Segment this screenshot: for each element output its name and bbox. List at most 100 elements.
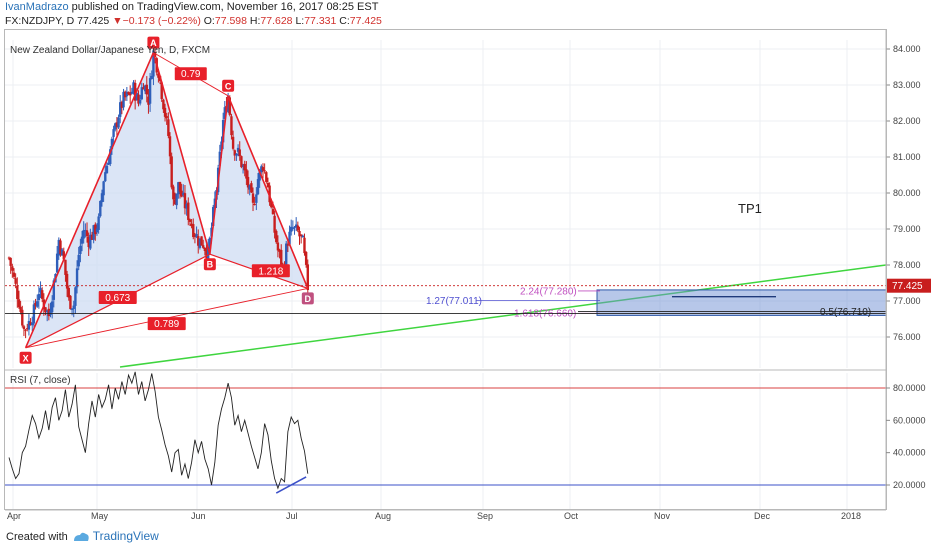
pattern-point-badge bbox=[203, 258, 216, 271]
candle-body bbox=[57, 239, 60, 256]
time-tick-label: Nov bbox=[654, 511, 671, 521]
candle-body bbox=[248, 185, 251, 190]
candle-body bbox=[100, 193, 104, 203]
candle-body bbox=[210, 227, 213, 237]
candle-body bbox=[298, 231, 301, 237]
candle-body bbox=[148, 78, 152, 104]
candle-body bbox=[271, 209, 275, 215]
pattern-point-label: B bbox=[207, 260, 214, 270]
created-with-text: Created with bbox=[6, 531, 68, 543]
candle-body bbox=[276, 242, 280, 251]
candle-body bbox=[34, 302, 37, 306]
candle-body bbox=[270, 200, 273, 208]
low-value: 77.331 bbox=[304, 15, 337, 27]
rsi-title: RSI (7, close) bbox=[10, 375, 71, 386]
candle-body bbox=[39, 288, 42, 293]
candle-body bbox=[99, 201, 102, 217]
price-tick-label: 78.000 bbox=[893, 260, 921, 270]
candle-body bbox=[26, 328, 29, 330]
pattern-point-badge bbox=[301, 292, 314, 305]
candle-body bbox=[135, 93, 139, 101]
candle-body bbox=[266, 182, 270, 188]
candle-body bbox=[162, 99, 165, 110]
candle-body bbox=[82, 229, 85, 239]
candle-body bbox=[306, 264, 309, 291]
candle-body bbox=[75, 268, 79, 288]
candle-body bbox=[263, 170, 266, 172]
candle-body bbox=[243, 163, 246, 171]
rsi-trendline bbox=[275, 476, 307, 494]
candle-body bbox=[200, 236, 203, 246]
candle-body bbox=[77, 254, 80, 267]
green-trendline bbox=[119, 264, 887, 368]
author-link[interactable]: IvanMadrazo bbox=[5, 1, 69, 13]
candle-body bbox=[211, 207, 215, 227]
candle-body bbox=[255, 194, 258, 203]
price-tick-label: 80.000 bbox=[893, 188, 921, 198]
candle-body bbox=[7, 257, 11, 259]
close-value: 77.425 bbox=[349, 15, 382, 27]
candle-body bbox=[188, 219, 192, 222]
candle-body bbox=[59, 240, 62, 255]
pattern-xab-fill bbox=[25, 52, 210, 348]
high-value: 77.628 bbox=[260, 15, 293, 27]
candle-body bbox=[221, 120, 225, 143]
time-tick-label: Oct bbox=[564, 511, 579, 521]
candle-body bbox=[202, 245, 205, 248]
pattern-point-badge bbox=[222, 79, 235, 92]
tradingview-logo-icon bbox=[73, 532, 89, 542]
last-price-tag bbox=[887, 278, 931, 293]
candle-body bbox=[294, 224, 298, 228]
ratio-label: 0.789 bbox=[154, 319, 179, 330]
candle-body bbox=[157, 73, 160, 78]
candle-body bbox=[114, 123, 117, 130]
tradingview-link[interactable]: TradingView bbox=[92, 529, 159, 543]
rsi-tick-label: 80.0000 bbox=[893, 383, 926, 393]
candle-body bbox=[9, 257, 12, 266]
down-arrow-icon: ▼ bbox=[112, 15, 123, 27]
candle-body bbox=[172, 186, 175, 200]
candle-body bbox=[140, 87, 143, 100]
symbol[interactable]: FX:NZDJPY, D bbox=[5, 15, 75, 27]
candle-body bbox=[245, 169, 248, 179]
candle-body bbox=[275, 230, 278, 243]
candle-body bbox=[183, 193, 187, 209]
candle-body bbox=[21, 309, 24, 326]
candle-body bbox=[97, 216, 100, 230]
candle-body bbox=[62, 251, 65, 260]
candle-body bbox=[230, 116, 233, 136]
candle-body bbox=[44, 307, 47, 312]
candle-body bbox=[130, 91, 134, 94]
candle-body bbox=[138, 99, 142, 104]
candle-body bbox=[197, 236, 200, 246]
candle-body bbox=[288, 231, 291, 245]
chart-canvas[interactable]: 2.24(77.280) 1.27(77.011) 1.618(76.660) 0.5… bbox=[0, 0, 932, 525]
candle-body bbox=[19, 306, 22, 312]
candle-body bbox=[22, 326, 26, 330]
pattern-point-label: A bbox=[150, 38, 157, 48]
candle-body bbox=[117, 117, 120, 128]
price-change: −0.173 (−0.22%) bbox=[122, 15, 201, 27]
candle-body bbox=[105, 165, 109, 174]
pattern-leg-bc bbox=[209, 95, 229, 255]
rsi-line bbox=[8, 371, 309, 490]
ratio-label: 1.218 bbox=[258, 266, 283, 277]
publisher-line: IvanMadrazo published on TradingView.com… bbox=[5, 1, 378, 13]
candle-body bbox=[285, 243, 288, 267]
fib-level-label: 0.5(76.710) bbox=[820, 307, 871, 318]
ratio-label: 0.79 bbox=[181, 69, 201, 80]
candle-body bbox=[291, 227, 295, 229]
candle-body bbox=[303, 237, 306, 254]
candle-body bbox=[49, 310, 52, 315]
candle-body bbox=[293, 226, 296, 228]
candle-body bbox=[87, 236, 90, 248]
pattern-point-badge bbox=[19, 351, 32, 364]
candle-body bbox=[89, 234, 92, 249]
candle-body bbox=[14, 278, 17, 284]
candle-body bbox=[226, 96, 230, 112]
candle-body bbox=[137, 94, 140, 104]
candle-body bbox=[133, 82, 137, 101]
candle-body bbox=[250, 183, 253, 193]
candle-body bbox=[122, 91, 125, 108]
time-tick-label: Dec bbox=[754, 511, 771, 521]
